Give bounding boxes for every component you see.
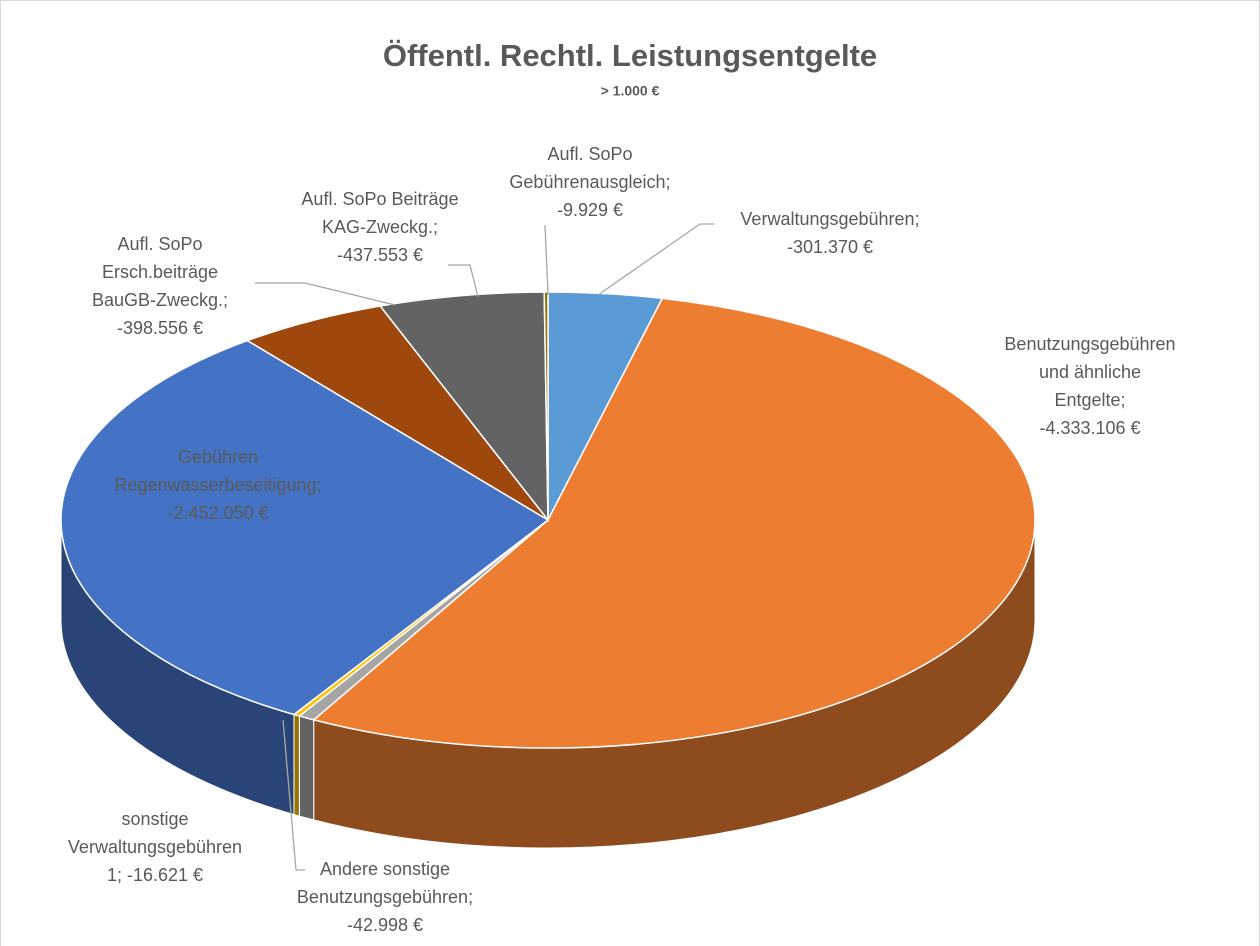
pie-slice [60, 339, 550, 716]
category-label: Regenwasserbeseitigung [114, 475, 316, 495]
category-label: KAG-Zweckg. [322, 217, 433, 237]
category-label: Gebührenausgleich [509, 172, 665, 192]
value-label: -16.621 € [127, 865, 203, 885]
value-label: -301.370 € [787, 237, 873, 257]
category-label: Benutzungsgebühren [297, 887, 468, 907]
category-label: sonstige [383, 859, 450, 879]
label-separator: ; [433, 217, 438, 237]
category-label: SoPo [159, 234, 203, 254]
value-label: -398.556 € [117, 318, 203, 338]
chart-title: Öffentl. Rechtl. Leistungsentgelte [383, 38, 877, 73]
label-separator: ; [915, 209, 920, 229]
value-label: -42.998 € [347, 915, 423, 935]
category-label: Aufl. [117, 234, 153, 254]
leader-line [282, 719, 305, 871]
category-label: Aufl. [547, 144, 583, 164]
category-label: Andere [320, 859, 378, 879]
category-label: Entgelte [1054, 390, 1120, 410]
data-label: Aufl. SoPo Gebührenausgleich; -9.929 € [509, 144, 670, 220]
label-separator: ; [468, 887, 473, 907]
pie-slice [245, 305, 549, 521]
data-label: Aufl. SoPo Beiträge KAG-Zweckg.; -437.553 … [301, 189, 458, 265]
leader-line [255, 282, 396, 306]
leader-line [544, 224, 549, 296]
data-label: Benutzungsgebühren und ähnliche Entgelte; -… [1004, 334, 1175, 438]
pie-slice [312, 297, 1036, 749]
category-label: 1 [107, 865, 117, 885]
pie-tops [60, 291, 1036, 749]
category-label: Verwaltungsgebühren [740, 209, 914, 229]
category-label: Gebühren [178, 447, 258, 467]
pie-side [293, 713, 300, 817]
data-label: Verwaltungsgebühren; -301.370 € [740, 209, 919, 257]
chart-subtitle: > 1.000 € [601, 83, 660, 99]
label-separator: ; [666, 172, 671, 192]
data-label: Aufl. SoPo Ersch.beiträge BauGB-Zweckg.; -3… [92, 234, 228, 338]
value-label: -9.929 € [557, 200, 623, 220]
value-label: -2.452.050 € [167, 503, 268, 523]
value-label: -4.333.106 € [1039, 418, 1140, 438]
category-label: Benutzungsgebühren [1004, 334, 1175, 354]
category-label: Verwaltungsgebühren [68, 837, 242, 857]
data-label: sonstige Verwaltungsgebühren 1; -16.621 € [68, 809, 242, 885]
label-separator: ; [117, 865, 122, 885]
leader-line [448, 264, 479, 298]
category-label: sonstige [121, 809, 188, 829]
category-label: Ersch.beiträge [102, 262, 218, 282]
data-labels: Verwaltungsgebühren; -301.370 € Benutzungs… [68, 144, 1176, 935]
category-label: Beiträge [392, 189, 459, 209]
category-label: BauGB-Zweckg. [92, 290, 223, 310]
category-label: und [1039, 362, 1069, 382]
data-label: Andere sonstige Benutzungsgebühren; -42.99… [297, 859, 473, 935]
label-separator: ; [317, 475, 322, 495]
category-label: SoPo [342, 189, 386, 209]
value-label: -437.553 € [337, 245, 423, 265]
leader-line [597, 223, 714, 296]
label-separator: ; [223, 290, 228, 310]
category-label: SoPo [589, 144, 633, 164]
category-label: Aufl. [301, 189, 337, 209]
label-separator: ; [1121, 390, 1126, 410]
data-label: Gebühren Regenwasserbeseitigung; -2.452.05… [114, 447, 321, 523]
category-label: ähnliche [1074, 362, 1141, 382]
pie-side [298, 715, 315, 821]
pie-slice [378, 291, 549, 523]
